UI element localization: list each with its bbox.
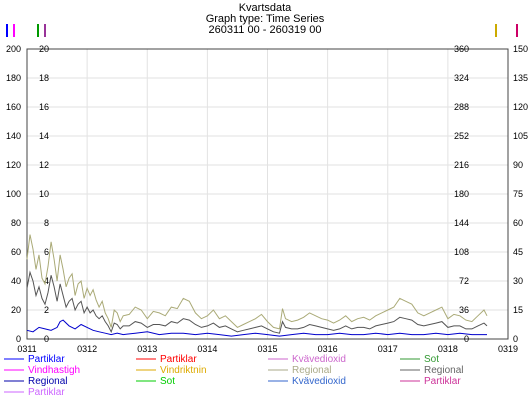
y-tick-label-right_outer: 45 [513, 247, 523, 257]
y-tick-label-right_inner: 36 [459, 305, 469, 315]
axes: 0204060801001201401601802000246810121416… [6, 24, 528, 354]
y-tick-label-right_outer: 60 [513, 218, 523, 228]
y-tick-label-left_outer: 160 [6, 102, 21, 112]
y-tick-label-left_inner: 8 [44, 218, 49, 228]
x-tick-label: 0317 [378, 344, 398, 354]
chart-subtitle: Graph type: Time Series [206, 13, 325, 25]
y-tick-label-right_inner: 360 [454, 44, 469, 54]
y-tick-label-left_inner: 12 [39, 160, 49, 170]
x-tick-label: 0315 [257, 344, 277, 354]
y-tick-label-right_outer: 75 [513, 189, 523, 199]
chart-title: Kvartsdata [239, 2, 292, 14]
legend-label: Vindriktnin [160, 365, 207, 376]
x-tick-label: 0314 [197, 344, 217, 354]
series-line-1 [26, 270, 488, 334]
y-tick-label-left_outer: 200 [6, 44, 21, 54]
y-tick-label-left_inner: 16 [39, 102, 49, 112]
y-tick-label-right_outer: 120 [513, 102, 528, 112]
y-tick-label-right_outer: 135 [513, 73, 528, 83]
y-tick-label-left_outer: 40 [11, 276, 21, 286]
y-tick-label-left_inner: 6 [44, 247, 49, 257]
legend-label: Kvävedioxid [292, 354, 346, 365]
legend-label: Partiklar [160, 354, 197, 365]
chart-date-range: 260311 00 - 260319 00 [209, 24, 322, 36]
y-tick-label-right_inner: 180 [454, 189, 469, 199]
y-tick-label-left_inner: 0 [44, 334, 49, 344]
series-lines [26, 234, 488, 337]
y-tick-label-right_inner: 288 [454, 102, 469, 112]
y-tick-label-right_outer: 15 [513, 305, 523, 315]
series-line-2 [26, 319, 487, 337]
y-tick-label-right_outer: 30 [513, 276, 523, 286]
y-tick-label-left_inner: 4 [44, 276, 49, 286]
y-tick-label-left_outer: 140 [6, 131, 21, 141]
y-tick-label-left_outer: 60 [11, 247, 21, 257]
x-tick-label: 0313 [137, 344, 157, 354]
legend-label: Regional [424, 365, 463, 376]
legend-label: Regional [292, 365, 331, 376]
y-tick-label-right_inner: 108 [454, 247, 469, 257]
legend-label: Vindhastigh [28, 365, 80, 376]
y-tick-label-left_outer: 100 [6, 189, 21, 199]
x-tick-label: 0319 [498, 344, 518, 354]
x-tick-label: 0316 [318, 344, 338, 354]
legend: Partiklar Partiklar Kvävedioxid Sot Vindhast… [4, 354, 463, 398]
legend-label: Partiklar [28, 387, 65, 398]
x-tick-label: 0318 [438, 344, 458, 354]
y-tick-label-right_inner: 216 [454, 160, 469, 170]
plot-frame [26, 48, 509, 340]
y-tick-label-right_inner: 144 [454, 218, 469, 228]
y-tick-label-right_outer: 0 [513, 334, 518, 344]
series-line-0 [26, 234, 488, 330]
legend-label: Partiklar [424, 376, 461, 387]
y-tick-label-left_inner: 14 [39, 131, 49, 141]
y-tick-label-left_outer: 0 [16, 334, 21, 344]
x-tick-label: 0311 [17, 344, 36, 354]
y-tick-label-right_inner: 252 [454, 131, 469, 141]
y-tick-label-right_outer: 150 [513, 44, 528, 54]
y-tick-label-right_inner: 324 [454, 73, 469, 83]
legend-label: Sot [160, 376, 175, 387]
y-tick-label-left_outer: 180 [6, 73, 21, 83]
y-tick-label-left_inner: 2 [44, 305, 49, 315]
y-tick-label-right_inner: 72 [459, 276, 469, 286]
y-tick-label-right_inner: 0 [464, 334, 469, 344]
legend-label: Partiklar [28, 354, 65, 365]
y-tick-label-right_outer: 90 [513, 160, 523, 170]
legend-label: Sot [424, 354, 439, 365]
legend-label: Regional [28, 376, 67, 387]
y-tick-label-right_outer: 105 [513, 131, 528, 141]
legend-label: Kvävedioxid [292, 376, 346, 387]
y-tick-label-left_outer: 80 [11, 218, 21, 228]
y-tick-label-left_inner: 10 [39, 189, 49, 199]
x-tick-label: 0312 [77, 344, 97, 354]
y-tick-label-left_inner: 18 [39, 73, 49, 83]
y-tick-label-left_outer: 120 [6, 160, 21, 170]
y-tick-label-left_inner: 20 [39, 44, 49, 54]
grid [26, 48, 509, 340]
y-tick-label-left_outer: 20 [11, 305, 21, 315]
